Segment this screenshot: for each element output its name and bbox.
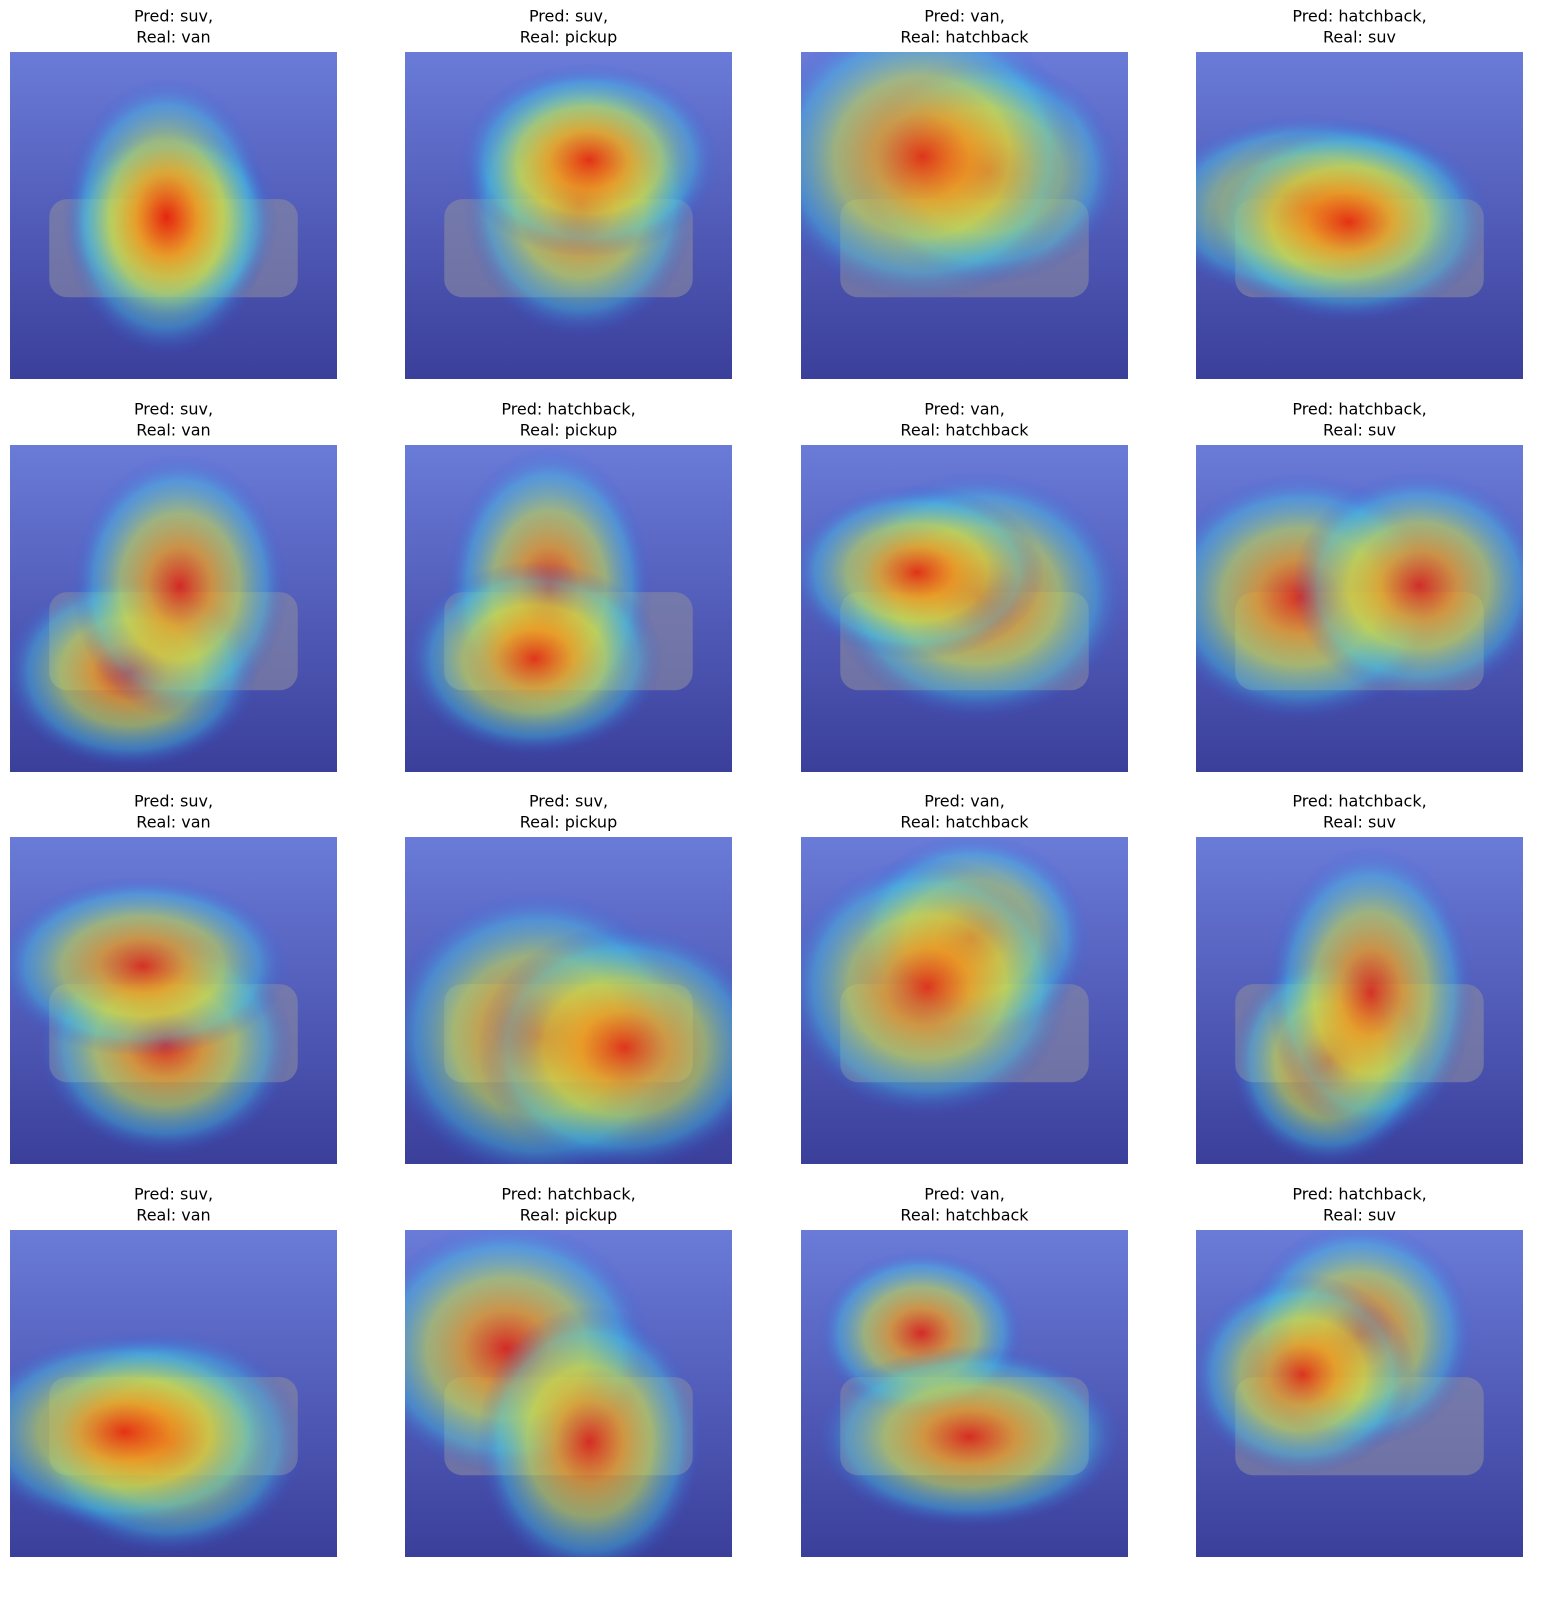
heatmap-image [1196, 1230, 1523, 1557]
panel-title-pred: Pred: suv, [529, 792, 608, 811]
heat-blob [10, 875, 290, 1057]
panel-title-pred: Pred: hatchback, [1292, 400, 1426, 419]
panel-title-pred: Pred: hatchback, [501, 1185, 635, 1204]
heat-blob [405, 561, 664, 756]
heat-blob [801, 856, 1071, 1117]
panel: Pred: van, Real: hatchback [801, 792, 1128, 1164]
panel-title-pred: Pred: van, [924, 1185, 1005, 1204]
heat-blob [10, 1332, 282, 1531]
panel: Pred: van, Real: hatchback [801, 400, 1128, 772]
heatmap-image [801, 1230, 1128, 1557]
panel-title-real: Real: van [136, 1206, 210, 1225]
heat-blob [1292, 471, 1523, 700]
panel-title-real: Real: pickup [520, 1206, 617, 1225]
panel: Pred: suv, Real: van [10, 792, 337, 1164]
panel: Pred: suv, Real: pickup [405, 792, 732, 1164]
panel-title-real: Real: suv [1323, 1206, 1396, 1225]
panel-title-pred: Pred: van, [924, 7, 1005, 26]
panel-title-real: Real: hatchback [900, 813, 1029, 832]
heatmap-image [1196, 445, 1523, 772]
heatmap-image [10, 1230, 337, 1557]
panel-title-real: Real: hatchback [900, 421, 1029, 440]
panel-title-pred: Pred: suv, [134, 792, 213, 811]
heat-blob [1266, 846, 1475, 1140]
heatmap-image [801, 837, 1128, 1164]
heatmap-image [1196, 52, 1523, 379]
panel-title-real: Real: suv [1323, 28, 1396, 47]
panel: Pred: hatchback, Real: suv [1196, 7, 1523, 379]
heatmap-image [405, 52, 732, 379]
heatmap-image [405, 837, 732, 1164]
heat-blob [801, 52, 1082, 302]
panel: Pred: suv, Real: van [10, 1185, 337, 1557]
panel-title-pred: Pred: suv, [134, 1185, 213, 1204]
heatmap-image [10, 52, 337, 379]
heat-blob [1206, 121, 1491, 323]
heatmap-image [405, 445, 732, 772]
panel-title-real: Real: van [136, 421, 210, 440]
panel-title-pred: Pred: suv, [134, 7, 213, 26]
panel-title-pred: Pred: van, [924, 792, 1005, 811]
heatmap-image [801, 52, 1128, 379]
heatmap-image [1196, 837, 1523, 1164]
panel: Pred: hatchback, Real: suv [1196, 400, 1523, 772]
panel-title-pred: Pred: hatchback, [501, 400, 635, 419]
panel-title-real: Real: suv [1323, 421, 1396, 440]
panel: Pred: suv, Real: van [10, 400, 337, 772]
panel-title-real: Real: hatchback [900, 28, 1029, 47]
heat-blob [1196, 1273, 1416, 1476]
panel: Pred: suv, Real: pickup [405, 7, 732, 379]
panel: Pred: van, Real: hatchback [801, 1185, 1128, 1557]
panel-title-real: Real: van [136, 28, 210, 47]
panel-title-real: Real: suv [1323, 813, 1396, 832]
heat-blob [816, 1345, 1123, 1529]
panel: Pred: van, Real: hatchback [801, 7, 1128, 379]
heat-blob [477, 924, 732, 1164]
panel: Pred: hatchback, Real: pickup [405, 1185, 732, 1557]
panel-title-real: Real: hatchback [900, 1206, 1029, 1225]
heat-blob [71, 454, 288, 719]
heatmap-image [801, 445, 1128, 772]
panel-title-pred: Pred: hatchback, [1292, 1185, 1426, 1204]
panel-title-pred: Pred: suv, [529, 7, 608, 26]
heatmap-image [10, 445, 337, 772]
heat-blob [458, 62, 720, 258]
panel: Pred: hatchback, Real: suv [1196, 1185, 1523, 1557]
panel-title-pred: Pred: hatchback, [1292, 792, 1426, 811]
panel-title-real: Real: pickup [520, 813, 617, 832]
panel: Pred: suv, Real: van [10, 7, 337, 379]
heat-blob [476, 1305, 703, 1557]
panel-title-pred: Pred: hatchback, [1292, 7, 1426, 26]
panel-title-pred: Pred: van, [924, 400, 1005, 419]
heat-blob [801, 484, 1045, 661]
panel-title-real: Real: pickup [520, 421, 617, 440]
heat-blob [62, 77, 270, 356]
panel-title-real: Real: pickup [520, 28, 617, 47]
heatmap-image [10, 837, 337, 1164]
heatmap-image [405, 1230, 732, 1557]
panel-title-pred: Pred: suv, [134, 400, 213, 419]
panel: Pred: hatchback, Real: suv [1196, 792, 1523, 1164]
panel-title-real: Real: van [136, 813, 210, 832]
panel: Pred: hatchback, Real: pickup [405, 400, 732, 772]
